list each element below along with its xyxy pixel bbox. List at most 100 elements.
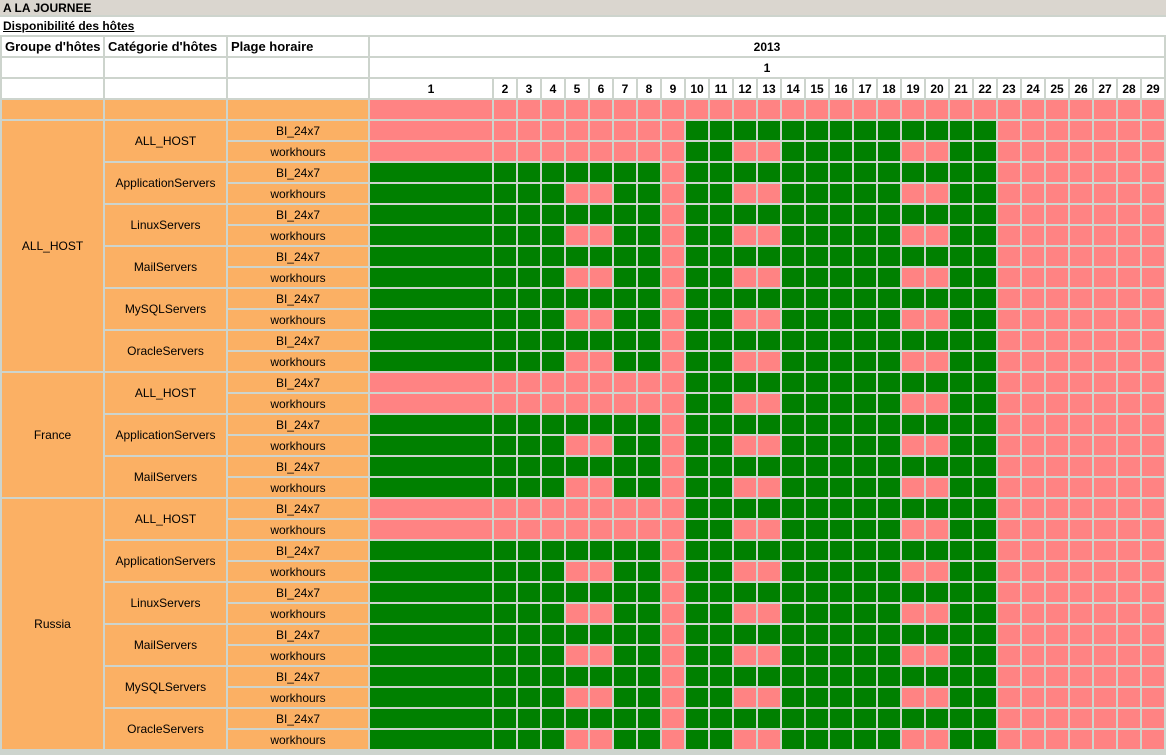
availability-cell-day-5 — [566, 142, 588, 161]
availability-cell-day-27 — [1094, 499, 1116, 518]
availability-cell-day-26 — [1070, 646, 1092, 665]
availability-cell-day-8 — [638, 583, 660, 602]
availability-cell-day-24 — [1022, 499, 1044, 518]
availability-cell-day-12 — [734, 121, 756, 140]
availability-cell-day-22 — [974, 331, 996, 350]
spacer-label-cell — [2, 100, 103, 119]
availability-cell-day-26 — [1070, 562, 1092, 581]
availability-cell-day-4 — [542, 499, 564, 518]
availability-cell-day-27 — [1094, 100, 1116, 119]
availability-cell-day-29 — [1142, 247, 1164, 266]
availability-cell-day-13 — [758, 583, 780, 602]
availability-cell-day-10 — [686, 289, 708, 308]
availability-cell-day-8 — [638, 163, 660, 182]
availability-cell-day-3 — [518, 604, 540, 623]
availability-cell-day-21 — [950, 415, 972, 434]
availability-cell-day-3 — [518, 163, 540, 182]
availability-row: workhours — [2, 184, 1164, 203]
report-title-link[interactable]: Disponibilité des hôtes — [3, 19, 135, 33]
availability-cell-day-15 — [806, 163, 828, 182]
availability-cell-day-16 — [830, 394, 852, 413]
availability-cell-day-17 — [854, 730, 876, 749]
availability-cell-day-22 — [974, 268, 996, 287]
availability-cell-day-14 — [782, 541, 804, 560]
availability-cell-day-9 — [662, 625, 684, 644]
availability-cell-day-17 — [854, 163, 876, 182]
availability-cell-day-5 — [566, 730, 588, 749]
availability-cell-day-9 — [662, 310, 684, 329]
availability-cell-day-18 — [878, 562, 900, 581]
availability-cell-day-9 — [662, 247, 684, 266]
availability-cell-day-5 — [566, 604, 588, 623]
availability-cell-day-14 — [782, 226, 804, 245]
availability-row: workhours — [2, 142, 1164, 161]
host-group-cell: France — [2, 373, 103, 497]
day-header-8: 8 — [638, 79, 660, 98]
availability-cell-day-19 — [902, 184, 924, 203]
availability-cell-day-7 — [614, 205, 636, 224]
availability-row: workhours — [2, 394, 1164, 413]
availability-cell-day-5 — [566, 415, 588, 434]
availability-cell-day-9 — [662, 478, 684, 497]
time-range-cell: workhours — [228, 268, 368, 287]
availability-cell-day-11 — [710, 541, 732, 560]
day-header-20: 20 — [926, 79, 948, 98]
availability-cell-day-18 — [878, 646, 900, 665]
availability-cell-day-19 — [902, 604, 924, 623]
availability-cell-day-27 — [1094, 247, 1116, 266]
availability-cell-day-11 — [710, 268, 732, 287]
availability-cell-day-11 — [710, 478, 732, 497]
availability-cell-day-29 — [1142, 226, 1164, 245]
availability-cell-day-20 — [926, 205, 948, 224]
availability-cell-day-7 — [614, 226, 636, 245]
availability-cell-day-26 — [1070, 667, 1092, 686]
availability-cell-day-5 — [566, 457, 588, 476]
availability-cell-day-19 — [902, 121, 924, 140]
empty-header-cell — [228, 58, 368, 77]
day-header-27: 27 — [1094, 79, 1116, 98]
availability-cell-day-16 — [830, 268, 852, 287]
time-range-cell: BI_24x7 — [228, 373, 368, 392]
availability-cell-day-6 — [590, 184, 612, 203]
availability-cell-day-19 — [902, 541, 924, 560]
availability-cell-day-28 — [1118, 289, 1140, 308]
availability-cell-day-9 — [662, 583, 684, 602]
availability-cell-day-23 — [998, 436, 1020, 455]
availability-cell-day-2 — [494, 247, 516, 266]
availability-cell-day-3 — [518, 184, 540, 203]
availability-cell-day-18 — [878, 604, 900, 623]
availability-row: workhours — [2, 268, 1164, 287]
availability-cell-day-14 — [782, 562, 804, 581]
availability-cell-day-22 — [974, 142, 996, 161]
availability-cell-day-3 — [518, 373, 540, 392]
availability-cell-day-2 — [494, 352, 516, 371]
availability-cell-day-14 — [782, 352, 804, 371]
availability-cell-day-17 — [854, 121, 876, 140]
availability-cell-day-18 — [878, 226, 900, 245]
availability-cell-day-26 — [1070, 142, 1092, 161]
availability-cell-day-21 — [950, 268, 972, 287]
col-header-time-range: Plage horaire — [228, 37, 368, 56]
availability-cell-day-19 — [902, 562, 924, 581]
availability-cell-day-10 — [686, 205, 708, 224]
availability-cell-day-21 — [950, 100, 972, 119]
host-category-cell: OracleServers — [105, 331, 226, 371]
availability-cell-day-17 — [854, 562, 876, 581]
availability-cell-day-20 — [926, 100, 948, 119]
availability-cell-day-19 — [902, 310, 924, 329]
availability-cell-day-25 — [1046, 205, 1068, 224]
day-header-24: 24 — [1022, 79, 1044, 98]
availability-cell-day-11 — [710, 394, 732, 413]
availability-cell-day-9 — [662, 730, 684, 749]
availability-cell-day-8 — [638, 646, 660, 665]
availability-cell-day-16 — [830, 520, 852, 539]
availability-row: ApplicationServers BI_24x7 — [2, 541, 1164, 581]
availability-cell-day-5 — [566, 541, 588, 560]
availability-cell-day-24 — [1022, 625, 1044, 644]
availability-cell-day-24 — [1022, 373, 1044, 392]
availability-cell-day-2 — [494, 184, 516, 203]
availability-cell-day-25 — [1046, 730, 1068, 749]
day-header-26: 26 — [1070, 79, 1092, 98]
availability-cell-day-6 — [590, 331, 612, 350]
time-range-cell: workhours — [228, 730, 368, 749]
